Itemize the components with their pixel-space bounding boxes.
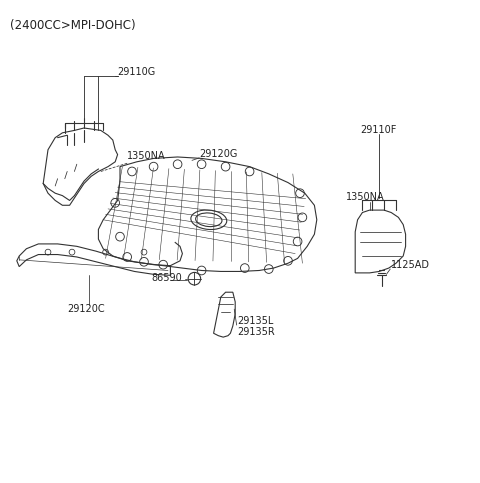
Text: 29135L: 29135L	[238, 315, 274, 326]
Text: 29110F: 29110F	[360, 125, 396, 135]
Text: 1125AD: 1125AD	[391, 260, 430, 270]
Text: 86590: 86590	[151, 273, 182, 283]
Text: 29135R: 29135R	[238, 327, 276, 337]
Text: 1350NA: 1350NA	[127, 151, 166, 161]
Text: 29110G: 29110G	[118, 67, 156, 77]
Text: (2400CC>MPI-DOHC): (2400CC>MPI-DOHC)	[10, 19, 135, 32]
Text: 1350NA: 1350NA	[346, 192, 384, 202]
Text: 29120G: 29120G	[199, 149, 238, 159]
Text: 29120C: 29120C	[67, 303, 105, 313]
